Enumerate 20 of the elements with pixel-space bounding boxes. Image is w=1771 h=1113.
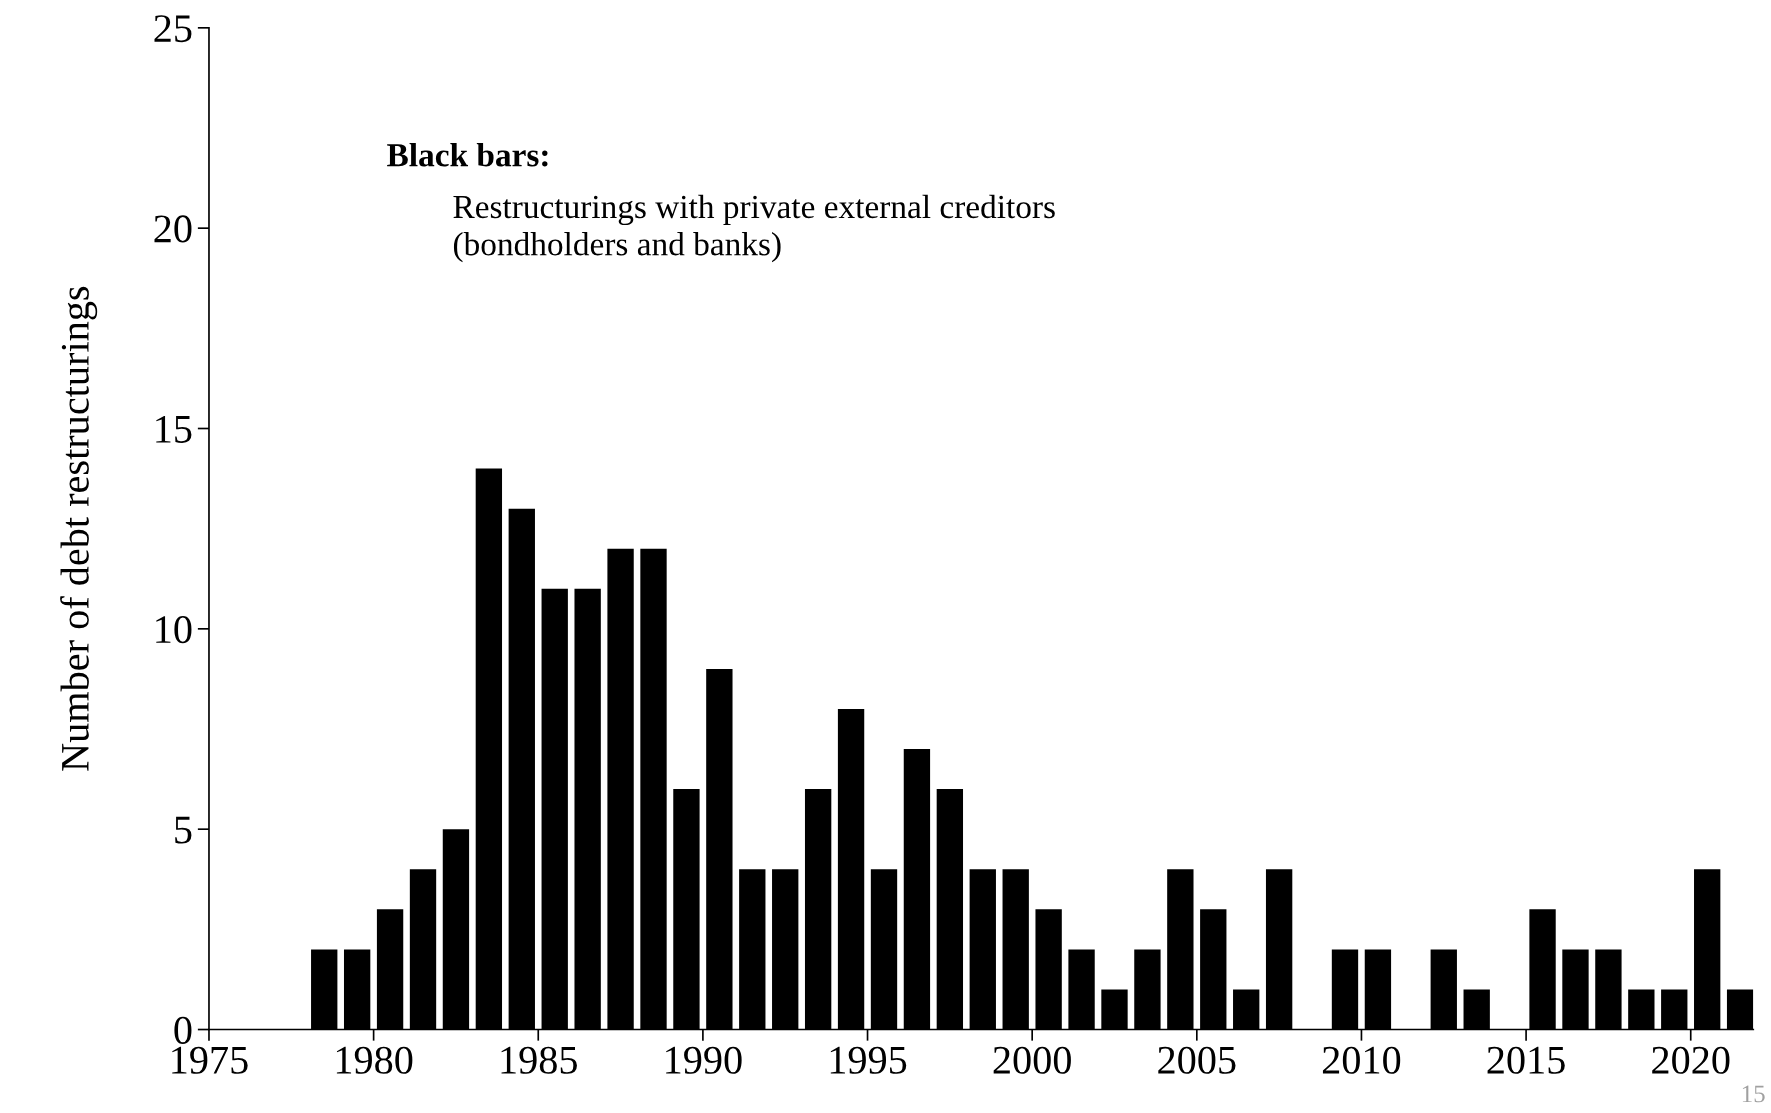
y-tick-label: 15	[156, 415, 192, 443]
x-tick-label: 2015	[1487, 1046, 1565, 1074]
x-tick-label: 2005	[1158, 1046, 1236, 1074]
y-axis-title: Number of debt restructurings	[60, 286, 98, 771]
annotation: Restructurings with private external creditors (bondholders and banks)	[453, 194, 1055, 263]
y-tick-label: 10	[156, 616, 192, 644]
x-tick-label: 1975	[172, 1046, 248, 1074]
y-tick-label: 25	[154, 15, 192, 43]
text: 15	[1742, 1085, 1765, 1103]
x-tick-label: 1985	[501, 1046, 577, 1074]
x-tick-label: 1990	[666, 1046, 742, 1074]
y-tick-label: 20	[154, 215, 192, 243]
annotation: Black bars:	[387, 143, 548, 167]
x-tick-label: 2010	[1322, 1046, 1401, 1074]
x-tick-label: 1980	[336, 1046, 413, 1074]
y-tick-label: 5	[175, 816, 192, 844]
x-tick-label: 2000	[993, 1046, 1071, 1074]
x-tick-label: 1995	[830, 1046, 907, 1074]
y-tick-label: 0	[174, 1016, 192, 1044]
x-tick-label: 2020	[1652, 1046, 1730, 1074]
